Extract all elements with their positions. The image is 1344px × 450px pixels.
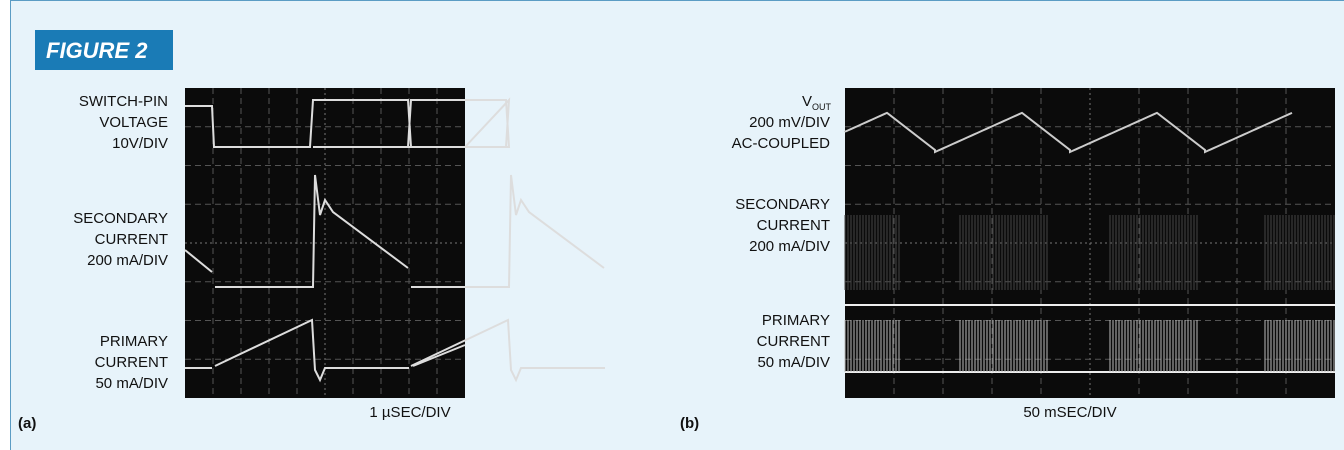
timebase-label: 1 µSEC/DIV <box>369 404 450 421</box>
trace-label: CURRENT <box>757 217 830 234</box>
trace-label: CURRENT <box>95 231 168 248</box>
trace-label: AC-COUPLED <box>732 135 831 152</box>
trace-label: 200 mA/DIV <box>87 252 168 269</box>
panel-tag: (b) <box>680 415 699 432</box>
timebase-label: 50 mSEC/DIV <box>1023 404 1116 421</box>
trace-label: 50 mA/DIV <box>95 375 168 392</box>
trace-label: CURRENT <box>95 354 168 371</box>
panel-tag: (a) <box>18 415 36 432</box>
trace-label: PRIMARY <box>100 333 168 350</box>
trace-label: SECONDARY <box>735 196 830 213</box>
trace-label: SWITCH-PIN <box>79 93 168 110</box>
trace-label: SECONDARY <box>73 210 168 227</box>
figure: FIGURE 2 SWITCH-PIN VOLTAGE 10V/DIV SECONDA… <box>0 0 1344 450</box>
trace-label: 200 mV/DIV <box>749 114 830 131</box>
trace-label: 10V/DIV <box>112 135 168 152</box>
trace-label: V <box>802 93 812 110</box>
trace-label: 200 mA/DIV <box>749 238 830 255</box>
trace-label-subscript: OUT <box>812 102 832 112</box>
trace-label: PRIMARY <box>762 312 830 329</box>
trace-label: VOLTAGE <box>99 114 168 131</box>
trace-label: CURRENT <box>757 333 830 350</box>
trace-label: 50 mA/DIV <box>757 354 830 371</box>
figure-title: FIGURE 2 <box>46 38 148 63</box>
